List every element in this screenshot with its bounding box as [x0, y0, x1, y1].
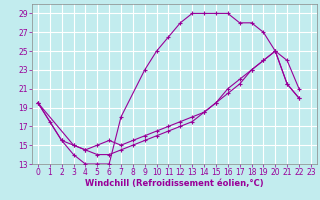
- X-axis label: Windchill (Refroidissement éolien,°C): Windchill (Refroidissement éolien,°C): [85, 179, 264, 188]
